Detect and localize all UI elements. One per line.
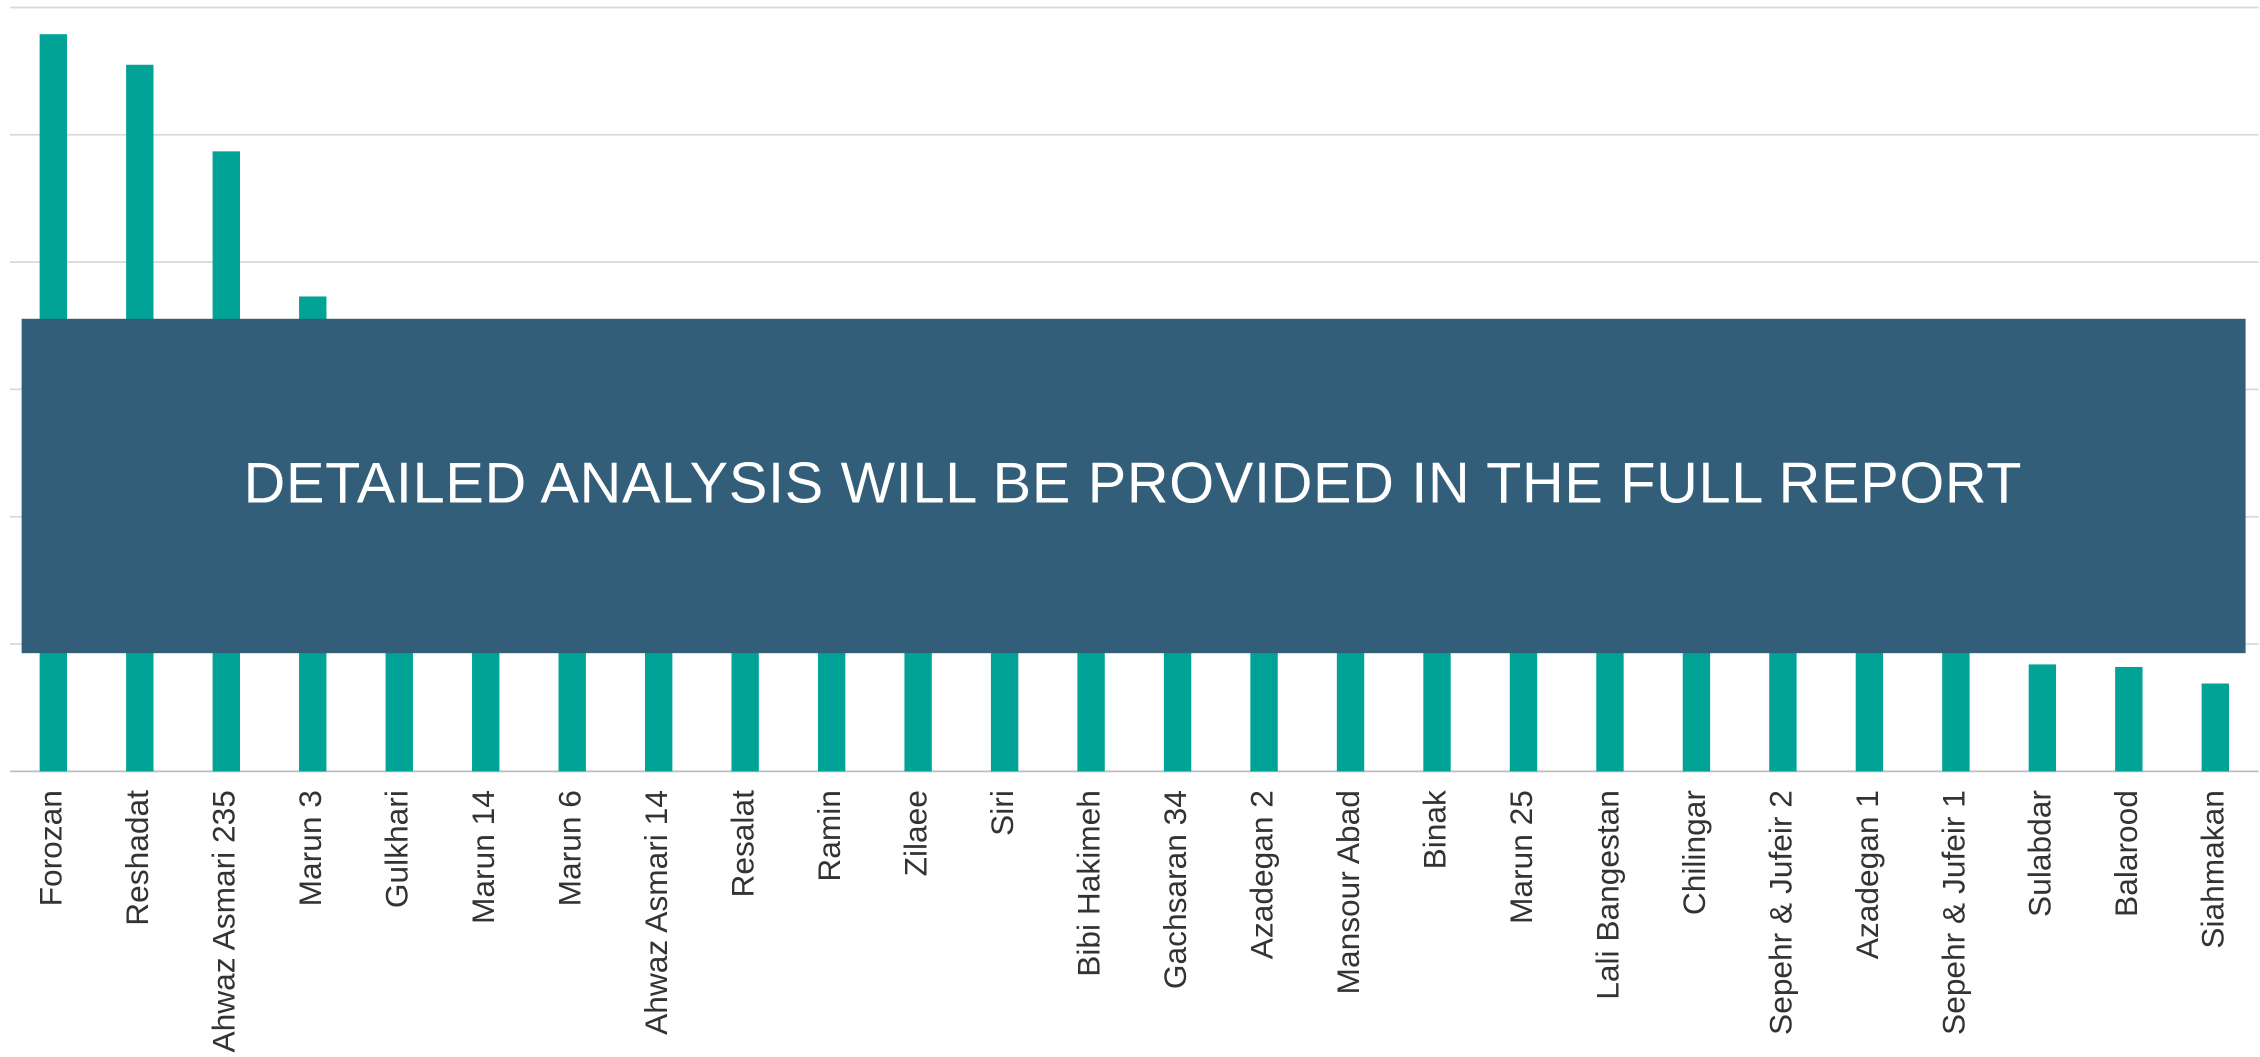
bar xyxy=(2028,664,2057,772)
bar xyxy=(2115,666,2143,772)
x-tick-label: Binak xyxy=(1416,790,1452,869)
x-tick-label: Siahmakan xyxy=(2195,790,2231,949)
bar xyxy=(2201,683,2230,772)
category-labels: Forozan Reshadat Ahwaz Asmari 235 Marun 3 Gu… xyxy=(33,790,2231,1053)
bar xyxy=(1942,644,1970,772)
x-tick-label: Chilingar xyxy=(1676,790,1712,915)
x-tick-label: Reshadat xyxy=(119,790,155,926)
x-tick-label: Marun 6 xyxy=(552,790,588,906)
x-tick-label: Balarood xyxy=(2108,790,2144,917)
overlay-text: DETAILED ANALYSIS WILL BE PROVIDED IN TH… xyxy=(244,452,2023,516)
x-tick-label: Forozan xyxy=(33,790,69,906)
overlay-banner xyxy=(21,318,2246,654)
x-tick-label: Ramin xyxy=(811,790,847,882)
x-tick-label: Ahwaz Asmari 235 xyxy=(206,790,242,1052)
x-tick-label: Ahwaz Asmari 14 xyxy=(638,790,674,1035)
x-tick-label: Resalat xyxy=(725,790,761,898)
x-tick-label: Marun 14 xyxy=(465,790,501,924)
x-tick-label: Siri xyxy=(984,790,1020,836)
x-tick-label: Sepehr & Jufeir 2 xyxy=(1762,790,1798,1035)
x-tick-label: Marun 25 xyxy=(1503,790,1539,924)
x-tick-label: Azadegan 1 xyxy=(1849,790,1885,959)
x-tick-label: Sulabdar xyxy=(2022,790,2058,917)
x-tick-label: Lali Bangestan xyxy=(1589,790,1625,1000)
x-tick-label: Gachsaran 34 xyxy=(1157,790,1193,989)
x-tick-label: Marun 3 xyxy=(292,790,328,906)
x-tick-label: Zilaee xyxy=(898,790,934,876)
x-tick-label: Gulkhari xyxy=(379,790,415,908)
x-tick-label: Bibi Hakimeh xyxy=(1070,790,1106,977)
x-tick-label: Mansour Abad xyxy=(1330,790,1366,994)
bar xyxy=(1855,635,1884,772)
x-tick-label: Azadegan 2 xyxy=(1243,790,1279,959)
x-tick-label: Sepehr & Jufeir 1 xyxy=(1935,790,1971,1035)
